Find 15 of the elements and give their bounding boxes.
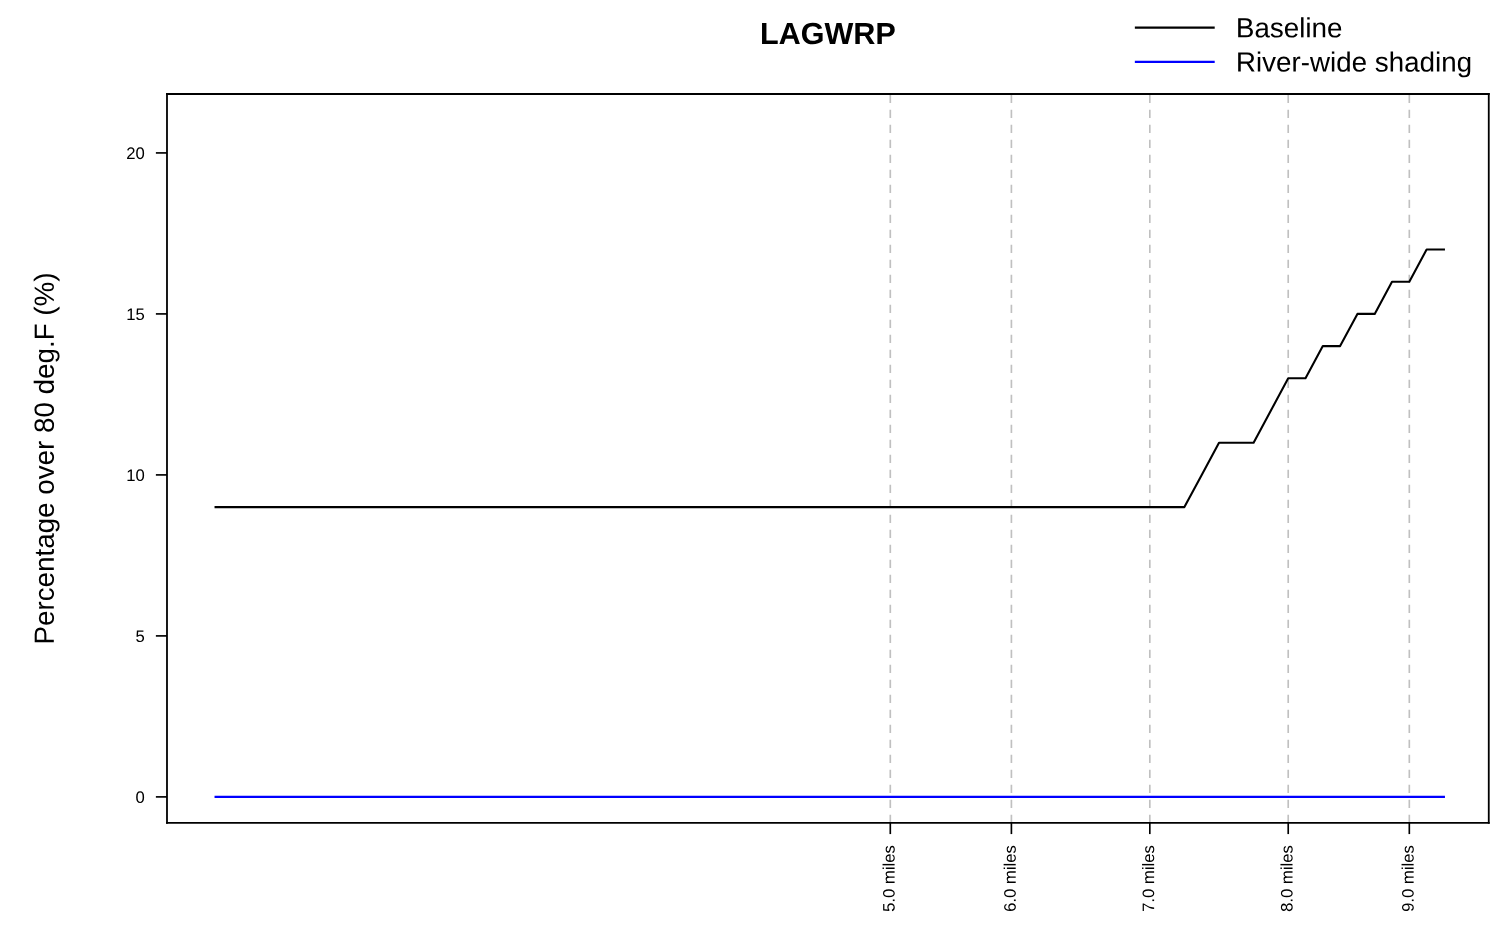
x-tick-label: 7.0 miles (1142, 845, 1155, 912)
x-tick-label: 8.0 miles (1280, 845, 1293, 912)
y-tick-label: 15 (127, 308, 145, 321)
x-tick-label: 6.0 miles (1003, 845, 1016, 912)
legend-label: Baseline (1238, 17, 1342, 38)
legend-label: River-wide shading (1238, 51, 1471, 78)
x-tick-label: 9.0 miles (1401, 845, 1414, 912)
chart-title: LAGWRP (762, 22, 895, 45)
y-axis-title: Percentage over 80 deg.F (%) (33, 274, 60, 643)
x-tick-label: 5.0 miles (882, 845, 895, 912)
line-series (214, 248, 1445, 509)
y-tick-label: 10 (127, 469, 145, 482)
y-tick-label: 5 (136, 630, 145, 643)
y-tick-label: 0 (136, 791, 145, 804)
y-tick-label: 20 (127, 147, 145, 160)
